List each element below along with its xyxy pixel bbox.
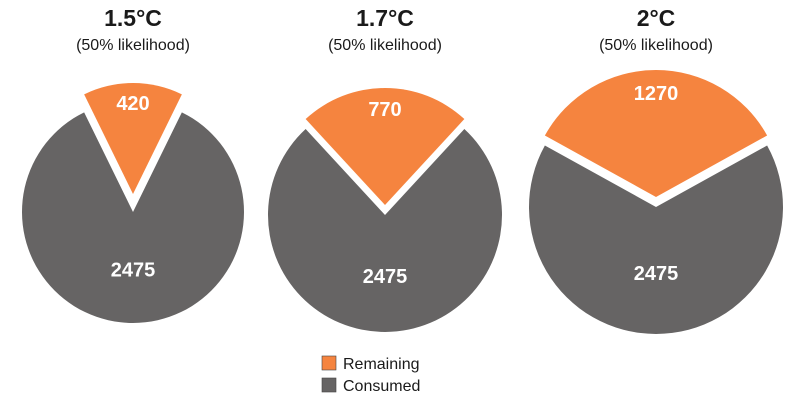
legend-label-consumed: Consumed xyxy=(343,378,420,395)
remaining-slice xyxy=(84,82,182,194)
pie-subtitle: (50% likelihood) xyxy=(599,37,713,54)
remaining-value-label: 420 xyxy=(116,93,149,115)
pie-subtitle: (50% likelihood) xyxy=(328,37,442,54)
consumed-slice xyxy=(268,129,503,333)
pie-title: 1.5°C xyxy=(104,5,162,31)
consumed-value-label: 2475 xyxy=(111,260,156,282)
consumed-value-label: 2475 xyxy=(363,266,408,288)
remaining-slice xyxy=(305,88,465,205)
pie-title: 1.7°C xyxy=(356,5,414,31)
pie-2: 1.7°C (50% likelihood) 770 2475 xyxy=(268,5,503,333)
pie-1: 1.5°C (50% likelihood) 420 2475 xyxy=(22,5,245,323)
legend-swatch-remaining xyxy=(321,355,337,371)
legend-swatch-consumed xyxy=(321,377,337,393)
legend-label-remaining: Remaining xyxy=(343,356,419,373)
consumed-slice xyxy=(22,112,245,323)
remaining-slice xyxy=(544,70,768,197)
pie-3: 2°C (50% likelihood) 1270 2475 xyxy=(528,5,783,335)
remaining-value-label: 1270 xyxy=(634,83,679,105)
pie-subtitle: (50% likelihood) xyxy=(76,37,190,54)
pie-title: 2°C xyxy=(637,5,676,31)
remaining-value-label: 770 xyxy=(368,99,401,121)
legend: Remaining Consumed xyxy=(321,355,420,395)
consumed-value-label: 2475 xyxy=(634,263,679,285)
consumed-slice xyxy=(528,145,783,335)
